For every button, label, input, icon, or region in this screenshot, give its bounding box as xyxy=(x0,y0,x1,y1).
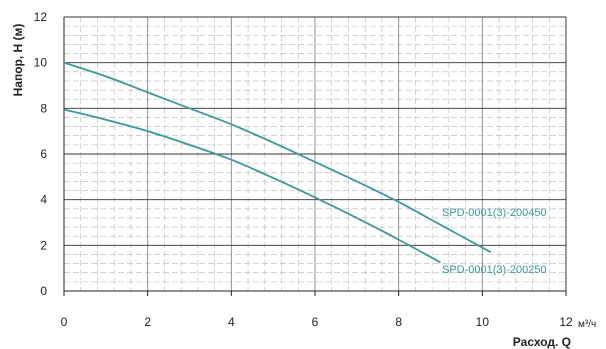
series-lines xyxy=(63,61,492,264)
y-tick-label: 12 xyxy=(34,10,48,24)
x-tick-labels: 0 2 4 6 8 10 12 xyxy=(61,315,573,329)
y-tick-label: 6 xyxy=(40,147,47,161)
series-line xyxy=(63,61,492,253)
series-label: SPD-0001(3)-200450 xyxy=(442,207,547,219)
x-tick-label: 6 xyxy=(312,315,319,329)
x-tick-label: 12 xyxy=(559,315,573,329)
y-tick-labels: 0 2 4 6 8 10 12 xyxy=(34,10,48,298)
series-labels: SPD-0001(3)-200450 SPD-0001(3)-200250 xyxy=(442,207,547,276)
x-tick-label: 4 xyxy=(228,315,235,329)
x-tick-label: 8 xyxy=(395,315,402,329)
y-axis-label: Напор, Н (м) xyxy=(11,24,25,97)
y-tick-label: 10 xyxy=(34,56,48,70)
y-tick-label: 2 xyxy=(40,238,47,252)
x-axis-label: Расход. Q xyxy=(513,335,571,349)
axes xyxy=(63,17,567,296)
y-tick-label: 8 xyxy=(40,101,47,115)
x-tick-label: 10 xyxy=(476,315,490,329)
series-line xyxy=(63,108,441,264)
x-tick-label: 0 xyxy=(61,315,68,329)
x-axis-unit: м³/ч xyxy=(578,319,596,330)
y-tick-label: 0 xyxy=(40,284,47,298)
x-tick-label: 2 xyxy=(144,315,151,329)
major-grid xyxy=(63,16,567,292)
y-tick-label: 4 xyxy=(40,193,47,207)
series-label: SPD-0001(3)-200250 xyxy=(442,264,547,276)
